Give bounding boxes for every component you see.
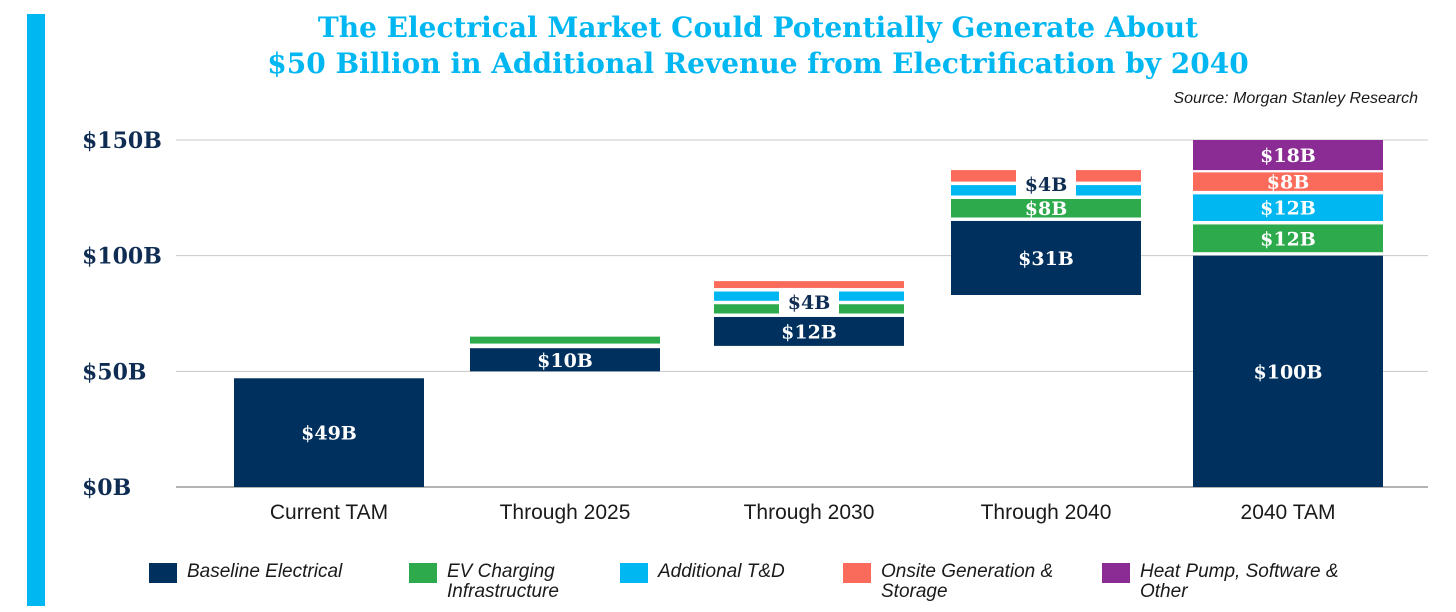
bar-segment-baseline-electrical: [951, 220, 1141, 295]
legend-swatch-baseline-electrical: [149, 563, 177, 583]
bar-value-label: $31B: [1018, 248, 1074, 270]
bar-segment-baseline-electrical: [1193, 255, 1383, 487]
legend-label-onsite-generation: Onsite Generation & Storage: [881, 561, 1054, 602]
legend-label-heat-pump: Heat Pump, Software & Other: [1140, 561, 1339, 602]
group-value-label: $4B: [1025, 174, 1068, 196]
bar-segment-baseline-electrical: [714, 316, 904, 346]
chart-title-line-1: The Electrical Market Could Potentially …: [317, 11, 1199, 44]
legend-swatch-additional-td: [620, 563, 648, 583]
bar-value-label: $12B: [781, 321, 837, 343]
y-tick-label: $100B: [82, 244, 162, 270]
group-label-background: [1016, 169, 1076, 198]
chart-title: The Electrical Market Could Potentially …: [60, 10, 1456, 82]
bar-segment-baseline-electrical: [470, 348, 660, 372]
x-category-label: 2040 TAM: [1241, 501, 1336, 524]
y-tick-label: $50B: [82, 359, 147, 385]
legend-label-baseline-electrical: Baseline Electrical: [187, 561, 343, 582]
bar-segment-baseline-electrical: [234, 378, 424, 487]
bar-value-label: $8B: [1025, 198, 1068, 220]
bar-value-label: $49B: [301, 423, 357, 445]
bar-segment-additional-t-d: [1193, 194, 1383, 221]
group-value-label: $4B: [788, 292, 831, 314]
legend-label-additional-td: Additional T&D: [658, 561, 785, 582]
bar-segment-heat-pump-software-other: [1193, 140, 1383, 171]
group-label-background: [779, 287, 839, 316]
x-category-label: Through 2040: [981, 501, 1112, 524]
bar-value-label: $18B: [1260, 145, 1316, 167]
bar-segment-ev-charging-infrastructure: [470, 336, 660, 344]
x-category-label: Through 2030: [744, 501, 875, 524]
legend-swatch-ev-charging: [409, 563, 437, 583]
x-category-label: Through 2025: [500, 501, 631, 524]
bar-value-label: $100B: [1254, 361, 1323, 383]
bar-segment-ev-charging-infrastructure: [1193, 224, 1383, 253]
legend-item-additional-td: Additional T&D: [620, 562, 785, 583]
bar-value-label: $8B: [1267, 172, 1310, 194]
legend-item-baseline-electrical: Baseline Electrical: [149, 562, 342, 583]
accent-bar: [27, 14, 45, 606]
bar-value-label: $12B: [1260, 198, 1316, 220]
legend-swatch-heat-pump: [1102, 563, 1130, 583]
legend-item-onsite-generation: Onsite Generation & Storage: [843, 562, 1061, 602]
y-tick-label: $0B: [82, 475, 131, 501]
legend-item-ev-charging: EV Charging Infrastructure: [409, 562, 587, 602]
legend-item-heat-pump: Heat Pump, Software & Other: [1102, 562, 1360, 602]
legend-label-ev-charging: EV Charging Infrastructure: [447, 561, 559, 602]
bar-segment-onsite-generation-storage: [714, 281, 904, 289]
source-note: Source: Morgan Stanley Research: [1173, 90, 1418, 107]
x-category-label: Current TAM: [270, 501, 388, 524]
bar-value-label: $12B: [1260, 228, 1316, 250]
bar-segment-onsite-generation-storage: [1193, 172, 1383, 191]
y-tick-label: $150B: [82, 128, 162, 154]
legend-swatch-onsite-generation: [843, 563, 871, 583]
chart-title-line-2: $50 Billion in Additional Revenue from E…: [267, 47, 1249, 80]
bar-segment-ev-charging-infrastructure: [951, 198, 1141, 218]
bar-value-label: $10B: [537, 350, 593, 372]
